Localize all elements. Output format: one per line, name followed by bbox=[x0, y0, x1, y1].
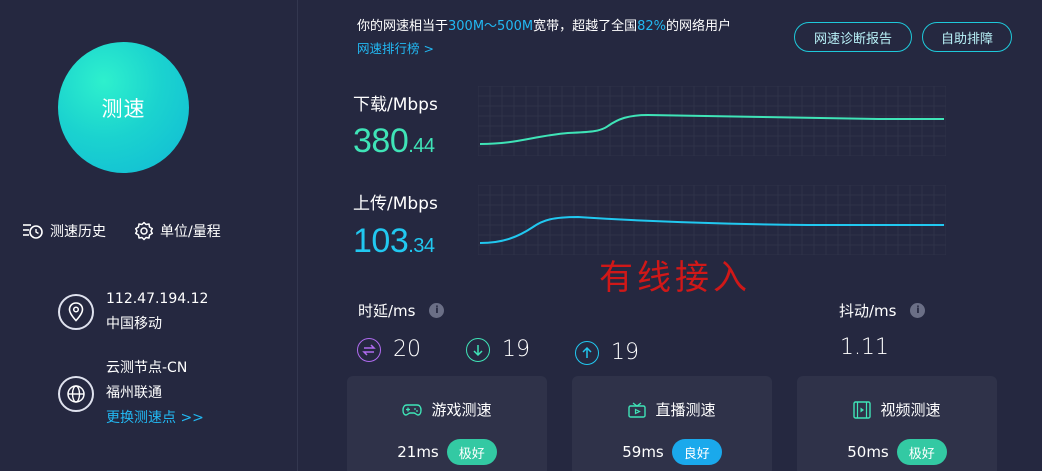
node-name: 云测节点-CN bbox=[106, 360, 188, 376]
latency-title-label: 时延/ms bbox=[358, 302, 416, 320]
film-icon bbox=[853, 400, 872, 419]
game-test-result: 21ms 极好 bbox=[347, 439, 547, 465]
latency-info-icon[interactable]: i bbox=[429, 303, 445, 318]
upload-speed-line bbox=[479, 215, 944, 244]
tv-icon bbox=[628, 401, 647, 418]
summary-mid: 宽带，超越了全国 bbox=[533, 19, 638, 34]
unit-range-button[interactable]: 单位/量程 bbox=[134, 221, 221, 241]
game-test-title: 游戏测速 bbox=[347, 399, 547, 420]
live-test-title: 直播测速 bbox=[572, 399, 772, 420]
video-test-latency: 50ms bbox=[847, 443, 889, 461]
jitter-title: 抖动/ms i bbox=[839, 300, 926, 321]
idle-latency: 20 bbox=[357, 337, 421, 362]
download-latency: 19 bbox=[466, 337, 530, 362]
video-test-badge: 极好 bbox=[896, 439, 947, 465]
speed-ranking-link[interactable]: 网速排行榜 > bbox=[357, 41, 434, 56]
start-speed-test-button[interactable]: 测速 bbox=[58, 42, 189, 173]
latency-title: 时延/ms i bbox=[358, 300, 445, 321]
live-test-badge: 良好 bbox=[671, 439, 722, 465]
jitter-info-icon[interactable]: i bbox=[910, 303, 926, 318]
arrow-up-icon bbox=[575, 340, 599, 365]
game-test-badge: 极好 bbox=[446, 439, 497, 465]
ip-info: 112.47.194.12 中国移动 bbox=[58, 287, 208, 337]
download-speed-line bbox=[479, 113, 944, 145]
diagnosis-report-label: 网速诊断报告 bbox=[813, 31, 892, 47]
node-city: 福州联通 bbox=[106, 385, 162, 401]
summary-percent: 82% bbox=[637, 19, 666, 34]
wired-connection-watermark: 有线接入 bbox=[599, 258, 751, 298]
upload-label: 上传/Mbps bbox=[353, 194, 438, 214]
video-test-title: 视频测速 bbox=[797, 399, 997, 420]
start-button-label: 测速 bbox=[101, 96, 146, 121]
unit-range-label: 单位/量程 bbox=[160, 224, 221, 240]
gear-icon bbox=[134, 221, 154, 241]
download-latency-value: 19 bbox=[502, 337, 530, 362]
video-test-label: 视频测速 bbox=[880, 401, 941, 419]
upload-value-dec: .34 bbox=[408, 235, 435, 257]
live-test-result: 59ms 良好 bbox=[572, 439, 772, 465]
download-value-dec: .44 bbox=[408, 135, 435, 157]
location-pin-icon bbox=[58, 294, 94, 330]
jitter-value: 1.11 bbox=[840, 335, 889, 360]
download-graph-grid bbox=[478, 86, 946, 156]
globe-icon bbox=[58, 375, 94, 412]
live-test-card[interactable]: 直播测速 59ms 良好 bbox=[572, 376, 772, 471]
summary-prefix: 你的网速相当于 bbox=[357, 19, 449, 34]
game-test-card[interactable]: 游戏测速 21ms 极好 bbox=[347, 376, 547, 471]
isp-name: 中国移动 bbox=[106, 316, 162, 332]
gamepad-icon bbox=[402, 403, 423, 416]
arrow-down-icon bbox=[466, 337, 490, 362]
ip-address: 112.47.194.12 bbox=[106, 291, 209, 307]
download-speed-graph bbox=[478, 86, 946, 156]
download-value-int: 380 bbox=[353, 122, 409, 160]
history-label: 测速历史 bbox=[50, 224, 106, 240]
live-test-latency: 59ms bbox=[622, 443, 664, 461]
change-node-link[interactable]: 更换测速点 >> bbox=[106, 410, 204, 426]
summary-bandwidth: 300M～500M bbox=[448, 19, 534, 34]
left-panel: 测速 测速历史 单位/量程 112.47.194.12 中国移动 bbox=[0, 0, 298, 471]
upload-value: 103.34 bbox=[353, 222, 435, 261]
upload-latency: 19 bbox=[575, 340, 639, 365]
video-test-card[interactable]: 视频测速 50ms 极好 bbox=[797, 376, 997, 471]
self-troubleshoot-button[interactable]: 自助排障 bbox=[922, 22, 1012, 52]
speed-summary: 你的网速相当于300M～500M宽带，超越了全国82%的网络用户 网速排行榜 > bbox=[357, 16, 731, 60]
upload-value-int: 103 bbox=[353, 222, 409, 260]
upload-latency-value: 19 bbox=[611, 340, 639, 365]
idle-latency-value: 20 bbox=[393, 337, 421, 362]
live-test-label: 直播测速 bbox=[655, 401, 716, 419]
node-info: 云测节点-CN 福州联通 更换测速点 >> bbox=[58, 356, 204, 431]
upload-speed-graph bbox=[478, 185, 946, 255]
jitter-title-label: 抖动/ms bbox=[839, 302, 897, 320]
game-test-latency: 21ms bbox=[397, 443, 439, 461]
summary-suffix: 的网络用户 bbox=[666, 19, 732, 34]
download-value: 380.44 bbox=[353, 122, 435, 161]
diagnosis-report-button[interactable]: 网速诊断报告 bbox=[794, 22, 912, 52]
self-troubleshoot-label: 自助排障 bbox=[940, 31, 993, 47]
history-icon bbox=[23, 224, 43, 239]
download-label: 下载/Mbps bbox=[353, 95, 438, 115]
swap-arrows-icon bbox=[357, 337, 381, 362]
history-button[interactable]: 测速历史 bbox=[22, 221, 106, 241]
video-test-result: 50ms 极好 bbox=[797, 439, 997, 465]
game-test-label: 游戏测速 bbox=[431, 401, 492, 419]
